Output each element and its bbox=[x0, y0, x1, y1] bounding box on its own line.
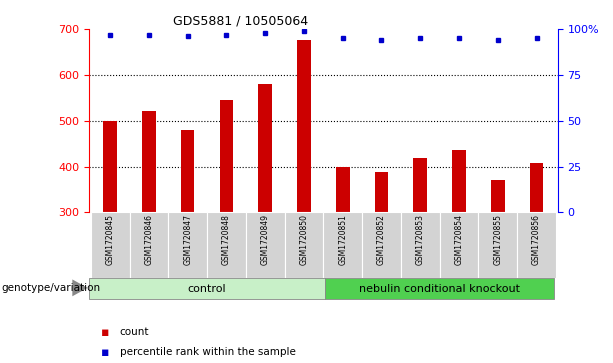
Bar bbox=[89, 278, 326, 299]
Text: GSM1720850: GSM1720850 bbox=[300, 214, 308, 265]
Bar bbox=[440, 212, 478, 278]
Bar bbox=[491, 180, 504, 212]
Bar bbox=[530, 163, 543, 212]
Bar bbox=[284, 212, 324, 278]
Text: GSM1720846: GSM1720846 bbox=[145, 214, 153, 265]
Bar bbox=[104, 121, 117, 212]
Bar bbox=[169, 212, 207, 278]
Bar bbox=[413, 158, 427, 212]
Bar bbox=[91, 212, 129, 278]
Bar bbox=[297, 41, 311, 212]
Bar bbox=[246, 212, 284, 278]
Text: GSM1720845: GSM1720845 bbox=[105, 214, 115, 265]
Text: GSM1720854: GSM1720854 bbox=[454, 214, 463, 265]
Text: count: count bbox=[120, 327, 149, 337]
Bar bbox=[375, 172, 388, 212]
Bar bbox=[362, 212, 401, 278]
Text: genotype/variation: genotype/variation bbox=[1, 283, 101, 293]
Text: ▪: ▪ bbox=[101, 326, 110, 339]
Text: GSM1720847: GSM1720847 bbox=[183, 214, 192, 265]
Text: GSM1720853: GSM1720853 bbox=[416, 214, 425, 265]
Bar bbox=[336, 167, 349, 212]
Bar bbox=[259, 84, 272, 212]
Bar bbox=[142, 111, 156, 212]
Text: GSM1720849: GSM1720849 bbox=[261, 214, 270, 265]
Bar bbox=[181, 130, 194, 212]
Bar bbox=[207, 212, 246, 278]
Text: percentile rank within the sample: percentile rank within the sample bbox=[120, 347, 295, 357]
Text: GSM1720855: GSM1720855 bbox=[493, 214, 502, 265]
Bar bbox=[129, 212, 169, 278]
Polygon shape bbox=[72, 280, 88, 296]
Text: ▪: ▪ bbox=[101, 346, 110, 359]
Bar bbox=[478, 212, 517, 278]
Bar bbox=[452, 151, 466, 212]
Text: GSM1720848: GSM1720848 bbox=[222, 214, 231, 265]
Text: GDS5881 / 10505064: GDS5881 / 10505064 bbox=[173, 15, 308, 28]
Text: GSM1720851: GSM1720851 bbox=[338, 214, 347, 265]
Text: GSM1720852: GSM1720852 bbox=[377, 214, 386, 265]
Text: nebulin conditional knockout: nebulin conditional knockout bbox=[359, 284, 520, 294]
Text: control: control bbox=[188, 284, 226, 294]
Bar bbox=[326, 278, 554, 299]
Bar bbox=[219, 99, 234, 212]
Bar bbox=[324, 212, 362, 278]
Bar bbox=[401, 212, 440, 278]
Text: GSM1720856: GSM1720856 bbox=[532, 214, 541, 265]
Bar bbox=[517, 212, 556, 278]
